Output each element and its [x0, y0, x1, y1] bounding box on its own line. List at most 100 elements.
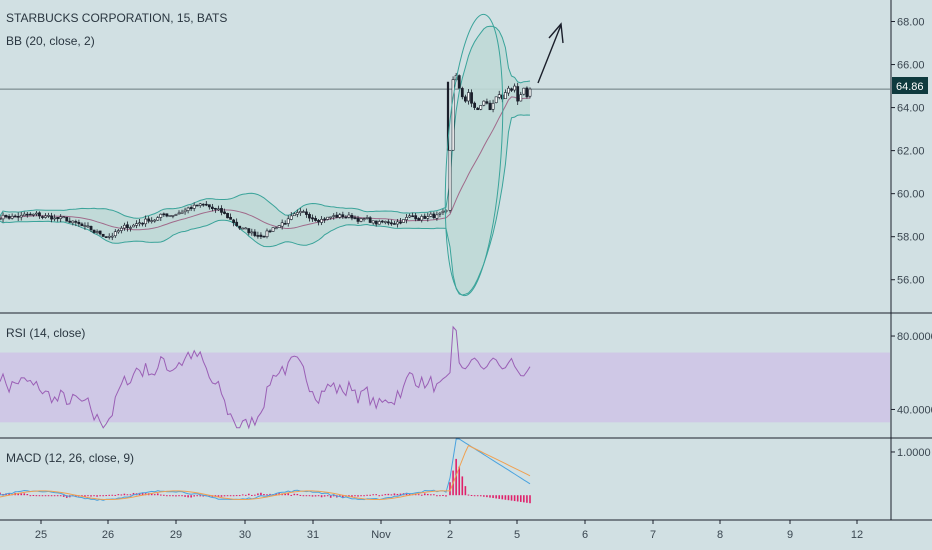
- macd-hist-bar: [510, 495, 513, 501]
- macd-hist-bar: [372, 494, 374, 496]
- candle: [386, 219, 390, 226]
- candle: [457, 74, 461, 89]
- macd-hist-bar: [8, 493, 10, 496]
- candle: [380, 219, 384, 224]
- candle: [262, 235, 266, 238]
- candle: [129, 225, 132, 232]
- y-axes: 68.00 66.00 64.00 62.00 60.00 58.00 56.00 80.00…: [891, 17, 932, 459]
- candle: [77, 219, 81, 227]
- macd-hist-bar: [81, 495, 83, 497]
- candle: [396, 219, 399, 228]
- price-y-tick-label: 58.00: [897, 232, 925, 244]
- candle: [229, 213, 232, 220]
- macd-hist-bar: [108, 494, 111, 496]
- x-tick-label: 6: [582, 529, 588, 541]
- candle: [417, 217, 421, 221]
- macd-hist-bar: [323, 495, 326, 497]
- candle: [274, 226, 278, 230]
- candle: [507, 85, 510, 96]
- macd-hist-bar: [439, 495, 441, 497]
- x-axis: 25 26 29 30 31 Nov 2 5 6 7 8 9 12: [35, 520, 863, 541]
- candle: [494, 96, 498, 104]
- macd-hist-bar: [141, 492, 144, 496]
- candle: [162, 212, 166, 217]
- candle: [110, 232, 114, 241]
- candle: [491, 99, 495, 113]
- candle: [341, 211, 345, 219]
- candle: [432, 211, 436, 220]
- candle: [241, 227, 245, 230]
- candle: [38, 211, 41, 219]
- candle: [98, 230, 102, 236]
- macd-hist-bar: [254, 494, 256, 496]
- bb-band-fill: [0, 26, 530, 296]
- last-price-value: 64.86: [896, 81, 924, 93]
- macd-hist-bar: [169, 495, 171, 497]
- candle: [460, 86, 464, 100]
- rsi-pane[interactable]: [0, 325, 890, 430]
- price-pane[interactable]: [0, 12, 890, 297]
- candle: [62, 216, 66, 219]
- candle: [298, 208, 302, 216]
- x-tick-label: 29: [170, 529, 182, 541]
- candle: [497, 90, 501, 100]
- candle: [119, 226, 123, 234]
- macd-hist-bar: [284, 493, 286, 496]
- macd-hist-bar: [208, 495, 211, 497]
- candle: [476, 107, 480, 111]
- macd-hist-bar: [232, 495, 235, 497]
- macd-hist-bar: [111, 494, 114, 496]
- candle: [371, 220, 375, 225]
- candle: [513, 83, 517, 93]
- macd-hist-bar: [332, 495, 335, 497]
- x-tick-label: 26: [102, 529, 114, 541]
- highlight-ellipse: [444, 13, 504, 297]
- macd-hist-bar: [311, 495, 314, 497]
- candle: [195, 204, 199, 207]
- candle: [74, 219, 78, 227]
- candle: [519, 91, 523, 102]
- candle: [411, 212, 415, 218]
- macd-hist-bar: [35, 495, 38, 497]
- macd-hist-bar: [199, 495, 202, 497]
- macd-pane[interactable]: [0, 438, 531, 504]
- macd-hist-bar: [220, 495, 223, 497]
- candle: [283, 220, 287, 225]
- rsi-y-tick-label: 80.0000: [897, 331, 932, 343]
- macd-hist-bar: [96, 495, 98, 497]
- x-tick-label: 25: [35, 529, 47, 541]
- candle: [482, 100, 486, 107]
- candle: [235, 218, 239, 227]
- macd-hist-bar: [29, 495, 32, 497]
- candle: [10, 213, 14, 220]
- macd-hist-bar: [241, 494, 244, 496]
- macd-hist-bar: [498, 495, 501, 499]
- macd-hist-bar: [156, 493, 159, 496]
- arrow-annotation: [537, 24, 562, 84]
- candle: [247, 228, 251, 236]
- macd-hist-bar: [296, 493, 299, 496]
- candle: [332, 213, 336, 220]
- candle: [271, 227, 275, 232]
- macd-hist-bar: [223, 495, 226, 497]
- macd-hist-bar: [504, 495, 507, 500]
- candle: [470, 89, 473, 108]
- candle: [132, 223, 135, 228]
- rsi-line: [0, 325, 531, 430]
- candle: [383, 220, 387, 225]
- candle: [1, 212, 5, 223]
- candle: [35, 210, 38, 217]
- candle: [156, 216, 160, 221]
- candle: [292, 212, 296, 216]
- macd-hist-bar: [75, 495, 77, 497]
- macd-hist-bar: [87, 495, 89, 497]
- macd-hist-bar: [523, 495, 525, 503]
- candle: [80, 222, 84, 227]
- candle: [201, 203, 205, 207]
- candle: [408, 213, 411, 218]
- macd-hist-bar: [399, 493, 402, 496]
- macd-hist-bar: [38, 495, 41, 497]
- candle: [522, 87, 526, 96]
- macd-hist-bar: [132, 492, 135, 496]
